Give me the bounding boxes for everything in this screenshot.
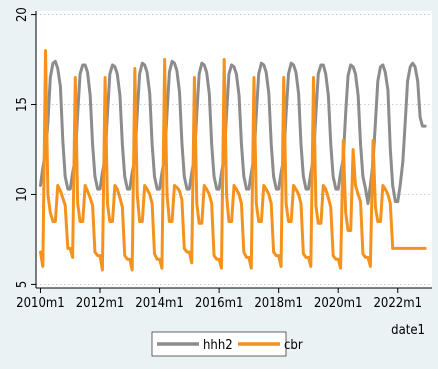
x-tick-label-2016m1: 2016m1: [195, 296, 244, 311]
x-tick-label-2010m1: 2010m1: [16, 296, 65, 311]
y-tick-label-20: 20: [15, 7, 30, 22]
series-layer: [38, 49, 427, 272]
x-tick-label-2022m1: 2022m1: [373, 296, 422, 311]
x-tick-label-2018m1: 2018m1: [254, 296, 303, 311]
x-tick-label-2014m1: 2014m1: [135, 296, 184, 311]
x-axis-title: date1: [391, 323, 425, 338]
y-tick-label-5: 5: [15, 281, 30, 288]
series-line-cbr: [38, 49, 427, 272]
x-tick-label-2020m1: 2020m1: [314, 296, 363, 311]
legend-label-cbr: cbr: [284, 338, 303, 353]
x-tick-label-2012m1: 2012m1: [76, 296, 125, 311]
y-tick-label-10: 10: [15, 187, 30, 202]
legend: hhh2 cbr: [151, 331, 303, 357]
y-tick-label-15: 15: [15, 97, 30, 112]
legend-label-hhh2: hhh2: [203, 338, 233, 353]
axis-layer: 5 10 15 20 2010m1 2012m1 2014m1 2016m1 2018m1 202…: [15, 7, 432, 311]
